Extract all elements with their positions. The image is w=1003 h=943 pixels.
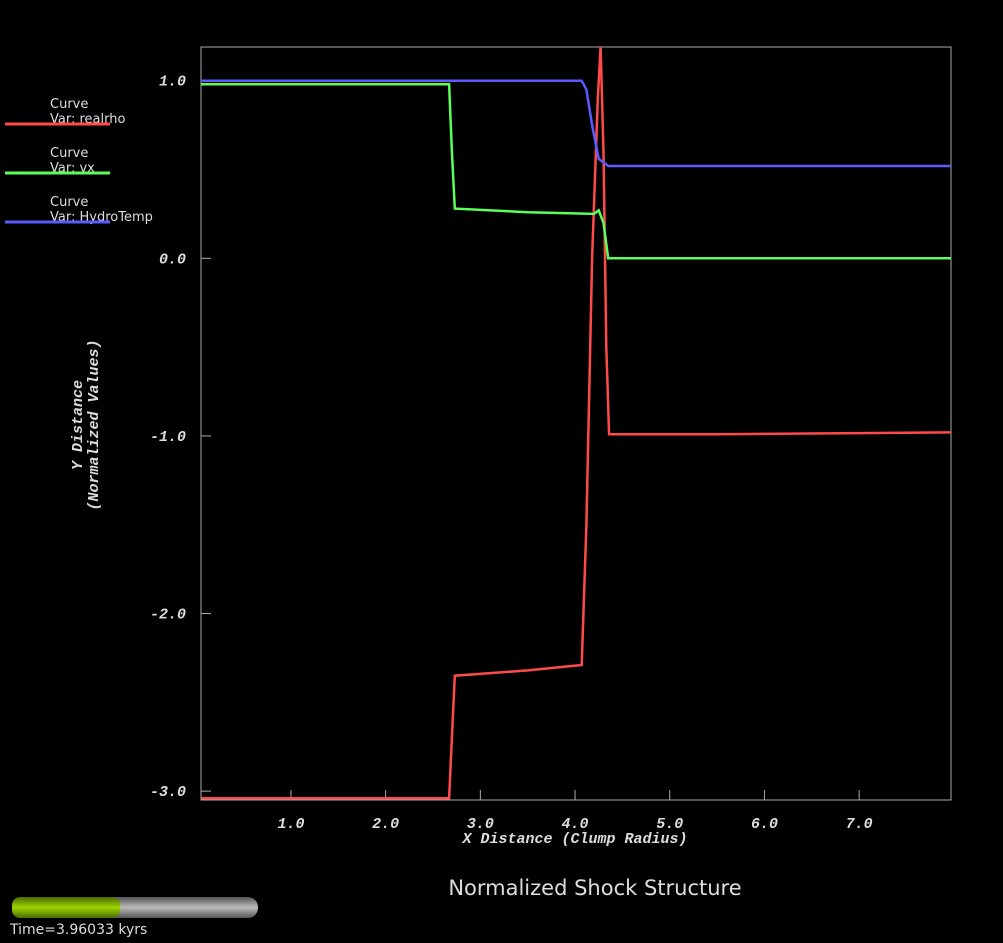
legend-title: Curve: [50, 146, 88, 161]
y-axis-label-line: (Normalized Values): [86, 339, 103, 510]
y-axis-label: Y Distance (Normalized Values): [70, 339, 103, 510]
time-label: Time=3.96033 kyrs: [9, 922, 147, 938]
x-tick-label: 3.0: [467, 816, 494, 833]
y-tick-label: -3.0: [150, 784, 186, 801]
x-tick-label: 7.0: [846, 816, 873, 833]
y-tick-label: 1.0: [159, 74, 186, 91]
y-tick-label: -2.0: [150, 607, 186, 624]
legend-title: Curve: [50, 97, 88, 112]
x-axis-label: X Distance (Clump Radius): [461, 831, 687, 848]
time-slider-progress: [12, 897, 121, 918]
y-tick-label: 0.0: [159, 251, 186, 268]
plot-frame: [200, 46, 952, 801]
x-tick-label: 6.0: [751, 816, 778, 833]
x-tick-label: 1.0: [277, 816, 304, 833]
chart-title: Normalized Shock Structure: [448, 876, 741, 900]
legend-title: Curve: [50, 195, 88, 210]
series-line: [201, 83, 951, 260]
x-tick-label: 2.0: [372, 816, 399, 833]
x-tick-label: 5.0: [656, 816, 683, 833]
series-line: [201, 79, 951, 168]
y-tick-label: -1.0: [150, 429, 186, 446]
y-axis-label-line: Y Distance: [70, 380, 87, 470]
series-line: [201, 46, 952, 800]
x-tick-label: 4.0: [562, 816, 589, 833]
